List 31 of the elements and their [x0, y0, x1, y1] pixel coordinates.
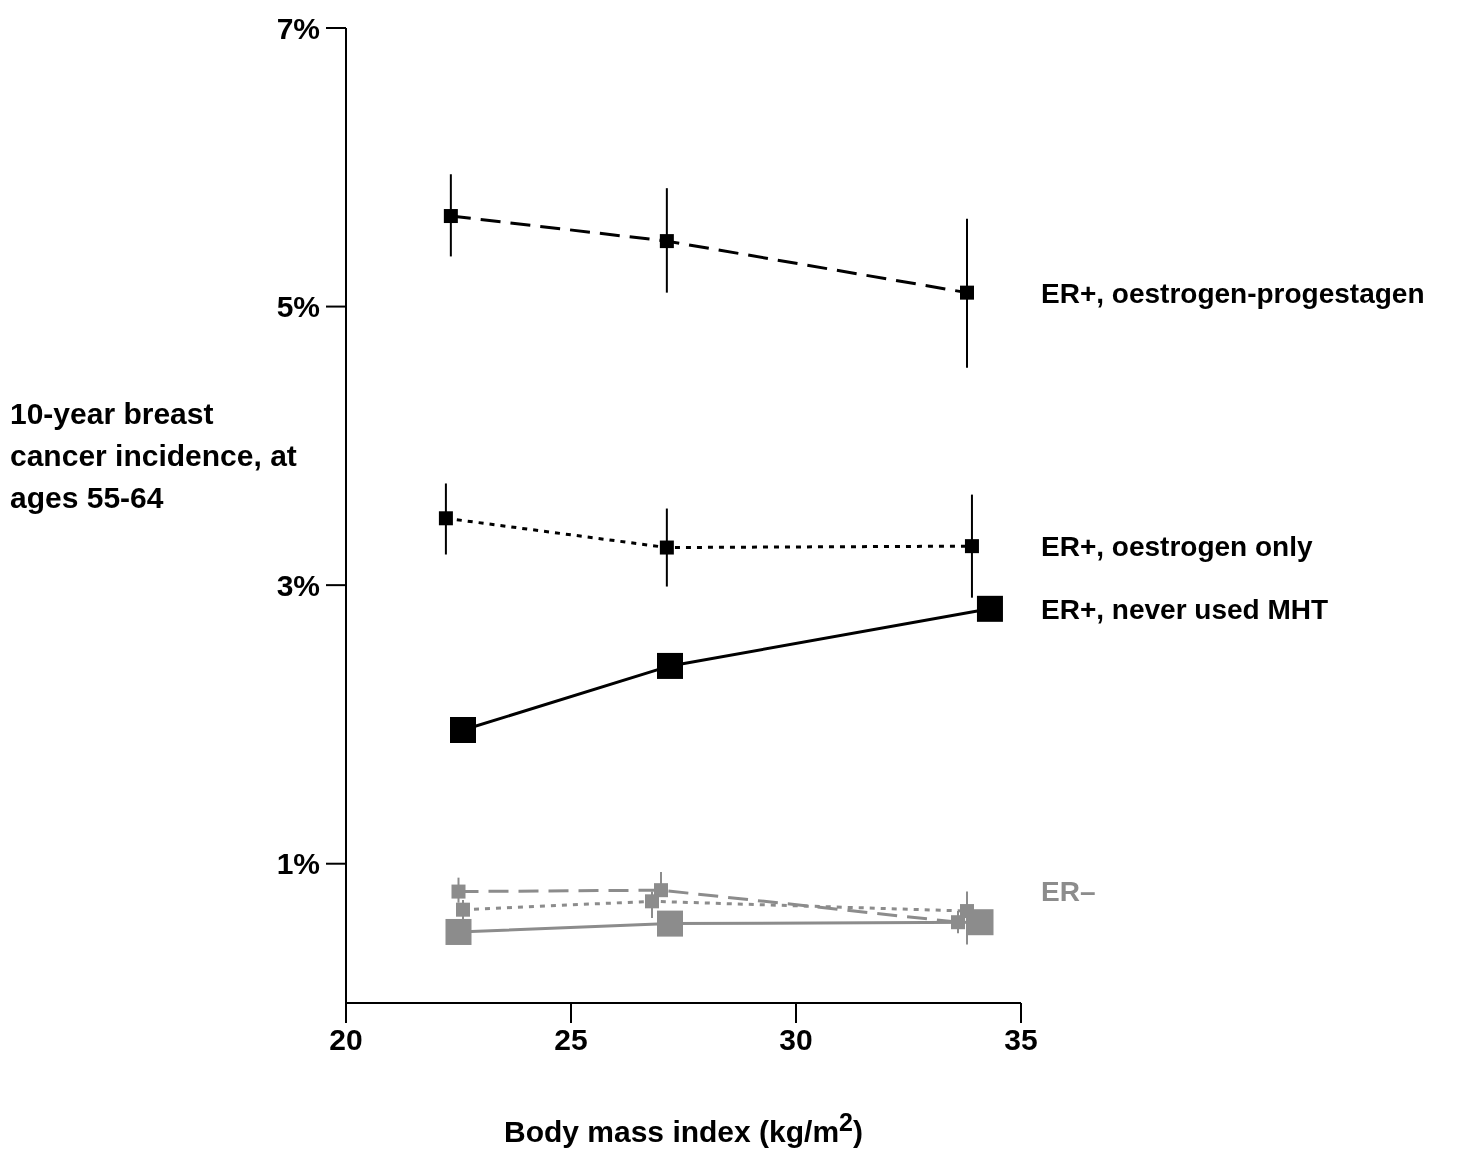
y-tick-label: 3%	[276, 568, 320, 602]
x-tick-label: 20	[329, 1023, 363, 1057]
point	[451, 884, 466, 899]
point	[657, 652, 683, 679]
point	[445, 918, 472, 945]
series-label: ER+, never used MHT	[1041, 593, 1329, 625]
text: ER+, oestrogen only	[1041, 531, 1313, 563]
x-tick-label: 30	[779, 1023, 813, 1057]
point	[967, 909, 994, 936]
point	[450, 717, 476, 743]
point	[443, 209, 458, 224]
point	[438, 511, 453, 526]
point	[659, 234, 674, 249]
point	[964, 539, 979, 554]
point	[960, 285, 974, 300]
x-tick-label: 25	[554, 1023, 588, 1057]
point	[657, 910, 683, 937]
point	[456, 902, 470, 917]
text: ER+, oestrogen-progestagen	[1041, 277, 1425, 309]
x-tick-label: 35	[1004, 1023, 1038, 1057]
y-tick-label: 7%	[276, 11, 320, 45]
y-tick-label: 1%	[276, 847, 320, 881]
point	[951, 915, 965, 930]
point	[645, 894, 659, 909]
y-axis-title: 10-year breast cancer incidence, at ages 55-64	[10, 396, 298, 516]
point	[659, 540, 674, 555]
point	[654, 883, 668, 898]
y-tick-label: 5%	[276, 290, 320, 324]
text: ER–	[1041, 876, 1096, 908]
x-axis-title: Body mass index (kg/m$^{2}$)	[503, 1108, 864, 1149]
point	[976, 595, 1003, 622]
